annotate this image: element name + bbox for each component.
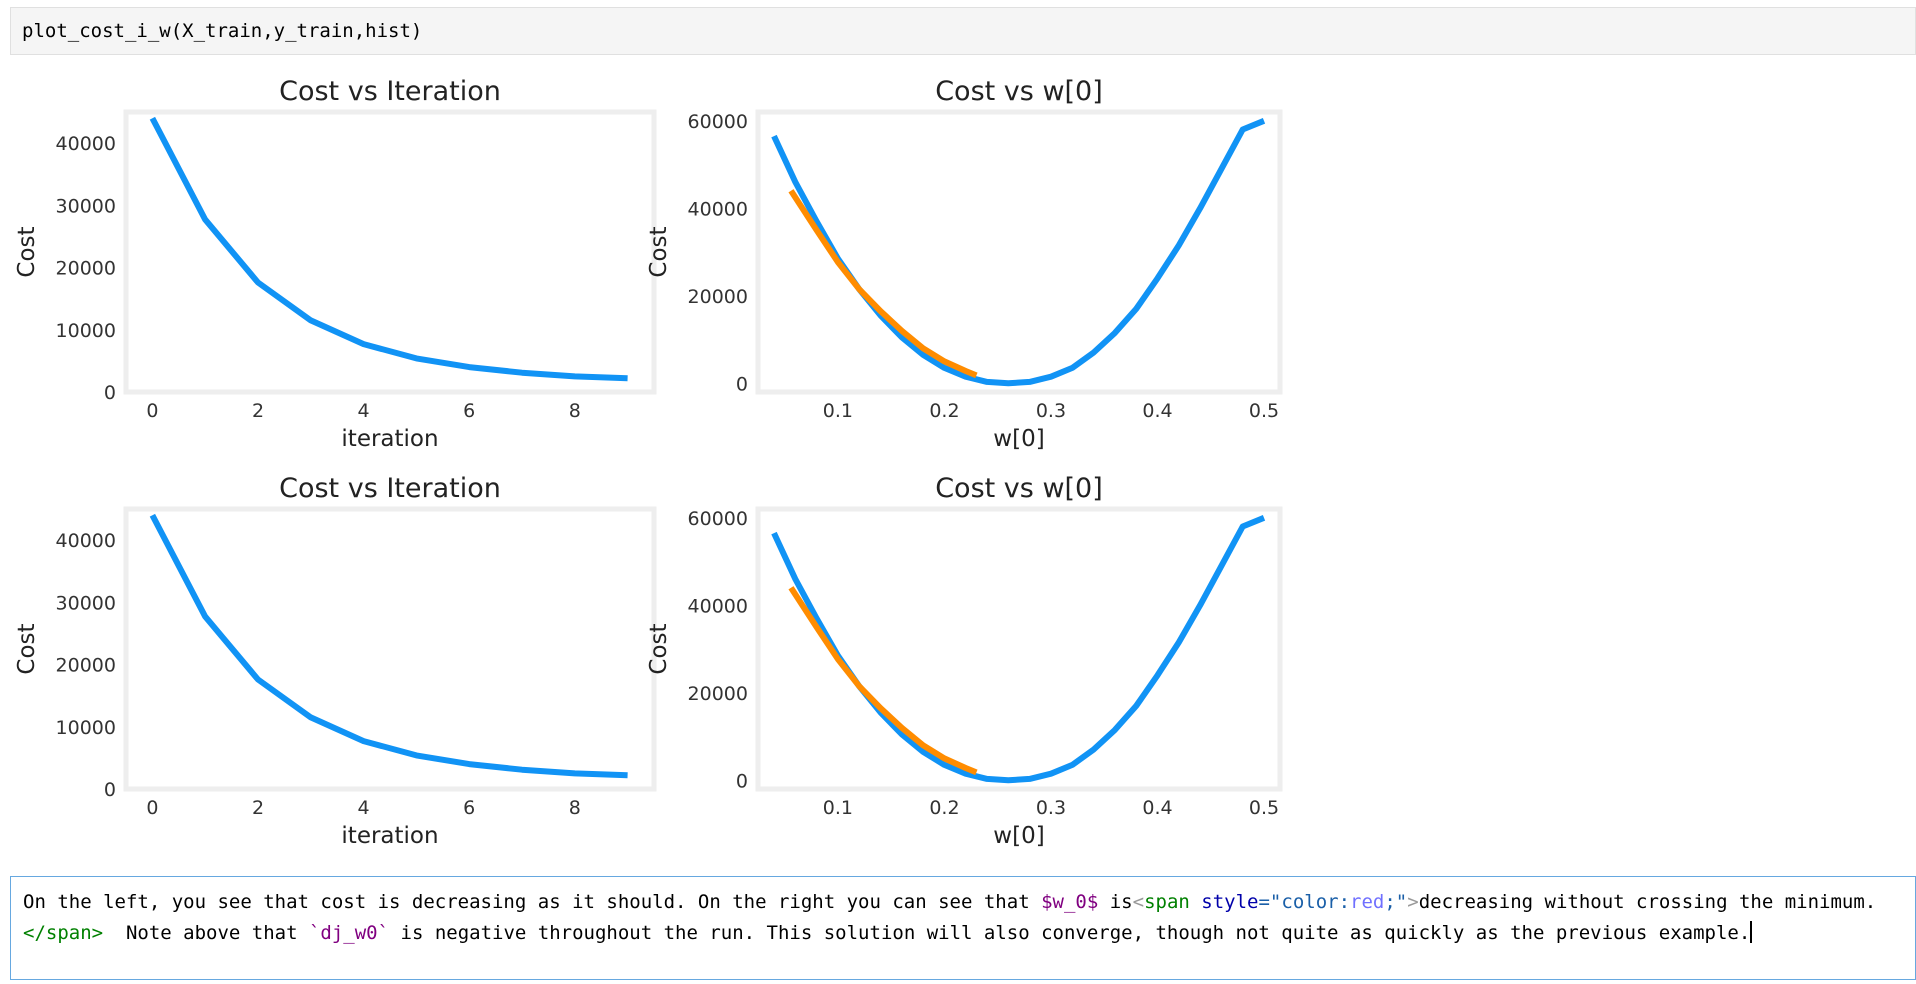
chart-3-xtick-2: 0.3 [1036,797,1066,819]
markdown-editor[interactable]: On the left, you see that cost is decrea… [23,887,1907,949]
md-tag-open: span [1144,891,1190,913]
chart-0-xtick-2: 4 [358,400,370,422]
chart-1-ytick-0: 0 [736,373,748,395]
chart-3-series-0 [771,515,1266,784]
md-space [1190,891,1201,913]
chart-2-xlabel: iteration [341,823,438,849]
chart-2-ytick-2: 20000 [56,655,116,677]
chart-3-ylabel: Cost [646,623,672,674]
md-attr: style [1201,891,1259,913]
chart-2-ytick-0: 0 [104,779,116,801]
chart-1-xtick-1: 0.2 [929,400,959,422]
chart-3-ytick-3: 60000 [688,508,748,530]
chart-1-xtick-4: 0.5 [1249,400,1279,422]
chart-0-xtick-3: 6 [463,400,475,422]
plot-output: Cost vs Iteration iteration Cost 0 2 4 6 8 0 1000… [14,76,1283,849]
chart-3-ytick-2: 40000 [688,595,748,617]
chart-3-xtick-1: 0.2 [929,797,959,819]
chart-2-xtick-3: 6 [463,797,475,819]
chart-1-xtick-2: 0.3 [1036,400,1066,422]
chart-2-series-0 [149,513,628,779]
chart-0-ylabel: Cost [14,226,40,277]
chart-2-ylabel: Cost [14,623,40,674]
chart-0-title: Cost vs Iteration [279,76,501,107]
chart-0-ytick-0: 0 [104,382,116,404]
chart-1-series-1 [788,189,978,379]
chart-1-ytick-2: 40000 [688,198,748,220]
chart-3-ytick-1: 20000 [688,683,748,705]
chart-1-series-0 [771,118,1266,387]
md-css-end: ;" [1384,891,1408,913]
md-text-1: On the left, you see that cost is decrea… [23,891,1042,913]
chart-3-xtick-0: 0.1 [823,797,853,819]
chart-3-title: Cost vs w[0] [935,473,1103,504]
md-text-4: Note above that [103,922,309,944]
chart-3-xtick-4: 0.5 [1249,797,1279,819]
md-close-tag: </span> [23,922,104,944]
md-eq: =" [1258,891,1282,913]
md-text-5: is negative throughout the run. This sol… [389,922,1751,944]
chart-1-xtick-0: 0.1 [823,400,853,422]
chart-0-ytick-4: 40000 [56,133,116,155]
md-css-val: red [1350,891,1385,913]
code-cell-source[interactable]: plot_cost_i_w(X_train,y_train,hist) [22,20,423,42]
chart-3-ytick-0: 0 [736,770,748,792]
chart-2-ytick-4: 40000 [56,530,116,552]
chart-0-ytick-3: 30000 [56,195,116,217]
chart-3-frame [755,506,1283,792]
chart-0-xtick-1: 2 [252,400,264,422]
chart-1-ytick-3: 60000 [688,111,748,133]
chart-3-xtick-3: 0.4 [1142,797,1172,819]
chart-2-xtick-4: 8 [569,797,581,819]
chart-2-xtick-2: 4 [358,797,370,819]
chart-2-xtick-1: 2 [252,797,264,819]
chart-0-ytick-1: 10000 [56,320,116,342]
chart-2-ytick-3: 30000 [56,592,116,614]
chart-1-ytick-1: 20000 [688,286,748,308]
chart-0-frame [123,109,657,395]
chart-2-xtick-0: 0 [146,797,158,819]
chart-0-series-0 [149,116,628,382]
chart-0-xlabel: iteration [341,426,438,452]
chart-0-ytick-2: 20000 [56,258,116,280]
md-css-prop: color: [1281,891,1351,913]
chart-3-series-1 [788,586,978,776]
chart-1-frame [755,109,1283,395]
chart-1-xtick-3: 0.4 [1142,400,1172,422]
md-lt: < [1132,891,1145,913]
code-cell[interactable]: plot_cost_i_w(X_train,y_train,hist) [10,7,1916,55]
md-text-2: is [1098,891,1133,913]
chart-2-ytick-1: 10000 [56,717,116,739]
md-math: $w_0$ [1041,891,1099,913]
markdown-cell[interactable]: On the left, you see that cost is decrea… [10,876,1916,980]
chart-2-frame [123,506,657,792]
chart-1-ylabel: Cost [646,226,672,277]
md-inline-code: `dj_w0` [308,922,390,944]
chart-0-xtick-0: 0 [146,400,158,422]
chart-3-xlabel: w[0] [993,823,1044,849]
chart-1-title: Cost vs w[0] [935,76,1103,107]
text-cursor [1750,921,1753,943]
chart-0-xtick-4: 8 [569,400,581,422]
chart-1-xlabel: w[0] [993,426,1044,452]
chart-2-title: Cost vs Iteration [279,473,501,504]
md-gt: > [1407,891,1419,913]
md-text-3: decreasing without crossing the minimum. [1418,891,1888,913]
